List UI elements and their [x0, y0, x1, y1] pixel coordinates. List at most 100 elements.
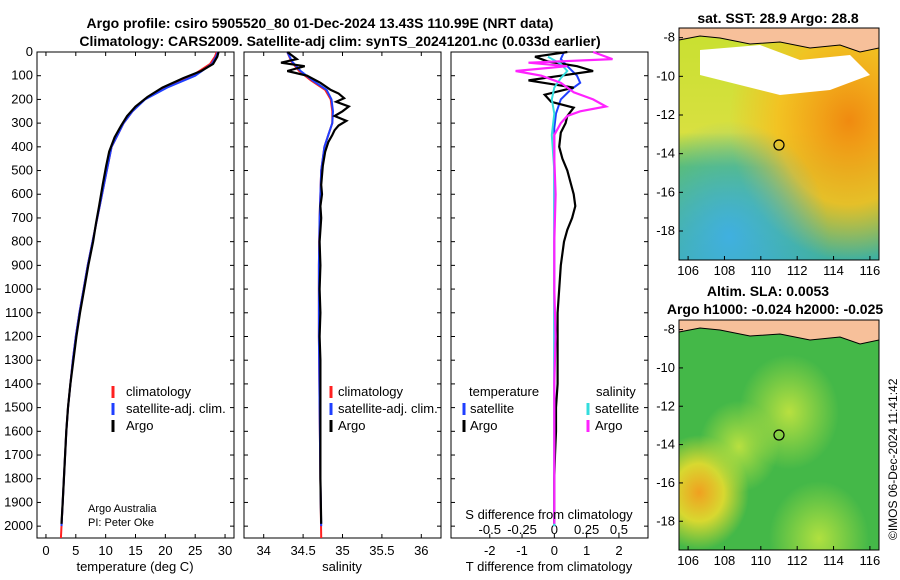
map-y-tick-label: -18 [656, 223, 675, 238]
map-x-tick-label: 106 [677, 263, 699, 278]
depth-tick-label: 1300 [4, 352, 33, 367]
map-x-tick-label: 110 [750, 263, 771, 278]
legend-argo: Argo [126, 418, 153, 433]
depth-tick-label: 1700 [4, 447, 33, 462]
x-tick-label: 30 [218, 543, 232, 558]
s-tick-label: 0 [551, 522, 558, 537]
sla-map [678, 319, 880, 551]
x-tick-label: 34.5 [290, 543, 315, 558]
sst-map-frame [678, 27, 880, 261]
s-tick-label: 0.5 [610, 522, 628, 537]
depth-tick-label: 1100 [5, 305, 33, 320]
map-y-tick-label: -12 [656, 398, 675, 413]
temperature-plot: 0 5 10 15 20 25 30 [42, 51, 232, 558]
depth-tick-label: 100 [11, 68, 33, 83]
map-y-tick-label: -14 [656, 146, 675, 161]
difference-axes [450, 51, 649, 539]
map-y-tick-label: -10 [656, 68, 675, 83]
x-tick-label: 5 [72, 543, 79, 558]
x-tick-label: 25 [188, 543, 202, 558]
depth-tick-label: 1000 [4, 281, 33, 296]
x-tick-label: 35 [335, 543, 349, 558]
x-tick-label: 35.5 [369, 543, 394, 558]
temperature-xlabel: temperature (deg C) [76, 559, 193, 574]
map-y-tick-label: -10 [656, 360, 675, 375]
map-y-tick-label: -12 [656, 107, 675, 122]
map-y-tick-label: -14 [656, 437, 675, 452]
depth-tick-label: 900 [11, 257, 33, 272]
legend3-title-salinity: salinity [596, 384, 636, 399]
legend3-t-argo: Argo [470, 418, 497, 433]
legend2-argo: Argo [338, 418, 365, 433]
legend3-s-argo: Argo [595, 418, 622, 433]
map-x-tick-label: 112 [787, 553, 808, 568]
x-tick-label: 36 [414, 543, 428, 558]
t-difference-xlabel: T difference from climatology [466, 559, 633, 574]
sla-map-title-1: Altim. SLA: 0.0053 [707, 283, 829, 299]
s-tick-label: 0.25 [574, 522, 599, 537]
series-line-argo [60, 51, 220, 524]
depth-tick-label: 300 [11, 115, 33, 130]
map-x-tick-label: 106 [677, 553, 699, 568]
sla-map-high-region-4 [679, 320, 879, 550]
depth-tick-label: 400 [11, 139, 33, 154]
depth-tick-label: 600 [11, 186, 33, 201]
series-line-argo [280, 51, 352, 524]
map-x-tick-label: 114 [823, 553, 844, 568]
sst-map [678, 27, 880, 261]
map-y-tick-label: -18 [656, 513, 675, 528]
sla-map-ticks: 106 108 110 112 114 116 -8 -10 -12 -14 -16 -18 [656, 322, 880, 568]
temperature-axes [36, 51, 235, 539]
s-tick-label: -0.25 [507, 522, 537, 537]
copyright-stamp: ©IMOS 06-Dec-2024 11:41:42 [886, 378, 900, 540]
sla-map-frame [678, 319, 880, 551]
series-line-s-satellite [547, 55, 569, 527]
map-y-tick-label: -16 [656, 184, 675, 199]
x-tick-label: 15 [128, 543, 142, 558]
legend3-s-satellite: satellite [595, 401, 639, 416]
map-y-tick-label: -8 [663, 322, 675, 337]
map-x-tick-label: 116 [860, 553, 881, 568]
salinity-plot: 34 34.5 35 35.5 36 [256, 51, 429, 558]
map-y-tick-label: -8 [663, 30, 675, 45]
depth-tick-label: 200 [11, 91, 33, 106]
legend-satellite: satellite-adj. clim. [126, 401, 226, 416]
depth-tick-label: 1200 [4, 328, 33, 343]
map-x-tick-label: 116 [860, 263, 881, 278]
map-y-tick-label: -16 [656, 475, 675, 490]
difference-plot: -2 -1 0 1 2 -0.5 -0.25 0 0.25 0.5 [479, 50, 628, 558]
x-tick-label: 10 [98, 543, 112, 558]
map-x-tick-label: 110 [750, 553, 771, 568]
s-difference-xlabel: S difference from climatology [465, 507, 633, 522]
legend3-title-temperature: temperature [469, 384, 539, 399]
sla-map-title-2: Argo h1000: -0.024 h2000: -0.025 [667, 301, 884, 317]
salinity-xlabel: salinity [322, 559, 362, 574]
title-line-2: Climatology: CARS2009. Satellite-adj cli… [79, 33, 600, 49]
depth-tick-label: 500 [11, 163, 33, 178]
legend2-satellite: satellite-adj. clim. [338, 401, 438, 416]
credit-line-1: Argo Australia [88, 503, 157, 515]
map-x-tick-label: 112 [787, 263, 808, 278]
series-line-s-argo [515, 50, 613, 524]
map-x-tick-label: 114 [823, 263, 844, 278]
map-x-tick-label: 108 [714, 263, 736, 278]
s-tick-label: -0.5 [479, 522, 501, 537]
sst-map-cloud-gap [700, 45, 870, 95]
x-tick-label: -1 [516, 543, 528, 558]
depth-tick-label: 700 [11, 210, 33, 225]
x-tick-label: 34 [256, 543, 270, 558]
depth-tick-label: 1500 [4, 400, 33, 415]
depth-ticks: 0 100 200 300 400 500 600 700 800 900 1000 1100 1200… [4, 44, 648, 533]
legend2-climatology: climatology [338, 384, 404, 399]
sst-map-ticks: 106 108 110 112 114 116 -8 -10 -12 -14 -16 -18 [656, 30, 880, 278]
credit-line-2: PI: Peter Oke [88, 517, 154, 529]
series-line-climatology [286, 51, 334, 539]
x-tick-label: 1 [583, 543, 590, 558]
x-tick-label: 0 [42, 543, 49, 558]
x-tick-label: 20 [158, 543, 172, 558]
depth-tick-label: 1600 [4, 423, 33, 438]
legend3-t-satellite: satellite [470, 401, 514, 416]
sla-argo-marker [773, 429, 785, 441]
x-tick-label: 2 [615, 543, 622, 558]
